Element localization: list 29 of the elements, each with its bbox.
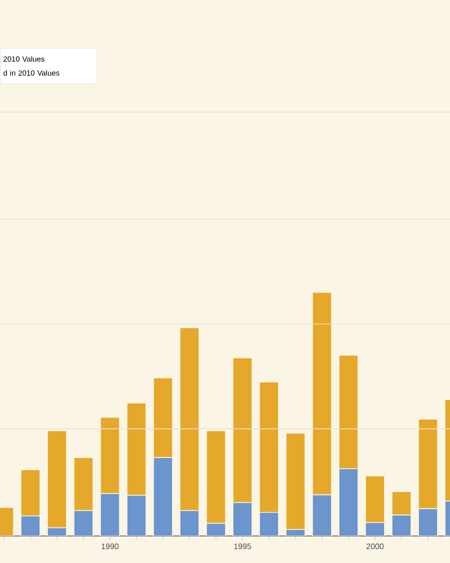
bar [126,402,146,496]
bar [100,416,120,494]
bar [286,432,306,530]
bar [206,523,226,536]
bar [20,516,40,536]
bar [74,510,94,536]
bar [259,512,279,536]
bar [153,377,173,458]
bar [20,469,40,516]
bar [312,292,332,496]
bar [392,514,412,536]
bar [47,430,67,528]
bar [126,494,146,536]
bar [365,475,385,523]
bar [180,327,200,512]
bar [418,508,438,536]
bar [74,457,94,512]
bar [100,493,120,536]
bar [259,382,279,513]
bar [232,358,252,504]
bar [206,430,226,524]
bar [338,354,358,470]
bar [153,457,173,536]
bar [392,491,412,516]
bar [338,468,358,536]
bar [232,502,252,536]
bar [312,494,332,536]
bar [180,510,200,536]
bar [418,418,438,510]
